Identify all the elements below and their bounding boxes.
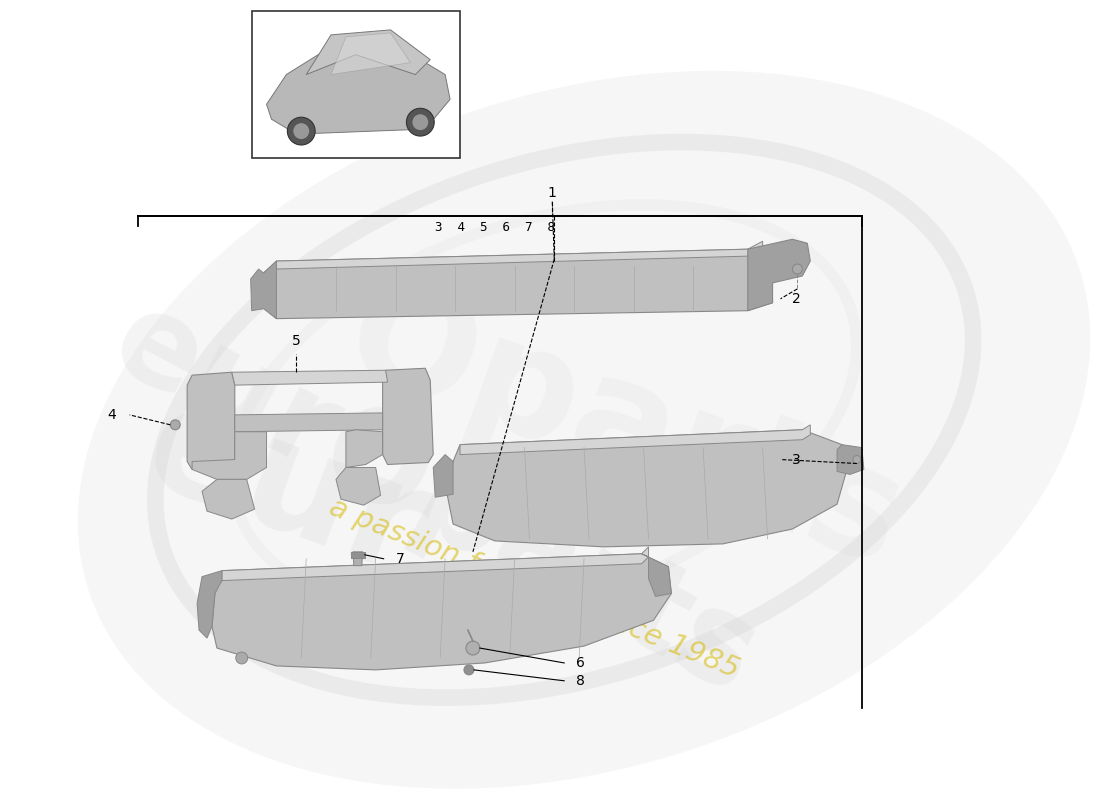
Text: 1: 1 — [548, 186, 557, 199]
Polygon shape — [266, 45, 450, 134]
Text: 4: 4 — [107, 408, 116, 422]
Polygon shape — [232, 370, 387, 385]
Polygon shape — [383, 368, 433, 465]
Polygon shape — [234, 413, 383, 432]
Text: 2: 2 — [792, 292, 801, 306]
Text: eurOparts: eurOparts — [92, 279, 778, 719]
Circle shape — [464, 665, 474, 675]
Polygon shape — [197, 570, 222, 638]
Circle shape — [287, 118, 315, 145]
Polygon shape — [336, 467, 381, 505]
Text: 8: 8 — [576, 674, 585, 688]
Text: 7: 7 — [396, 552, 405, 566]
Polygon shape — [641, 554, 671, 597]
Polygon shape — [748, 239, 811, 310]
Ellipse shape — [78, 71, 1090, 789]
Circle shape — [852, 455, 861, 463]
Text: 5: 5 — [292, 334, 300, 349]
Circle shape — [170, 420, 180, 430]
Polygon shape — [306, 30, 430, 74]
Circle shape — [406, 108, 434, 136]
Text: eur: eur — [125, 370, 447, 609]
Polygon shape — [187, 372, 234, 470]
Polygon shape — [460, 425, 811, 454]
Polygon shape — [276, 242, 762, 269]
Polygon shape — [251, 261, 276, 318]
Polygon shape — [351, 552, 365, 558]
Polygon shape — [331, 33, 410, 74]
Circle shape — [412, 114, 428, 130]
Polygon shape — [345, 430, 383, 467]
Polygon shape — [212, 554, 671, 670]
Text: 6: 6 — [576, 656, 585, 670]
Polygon shape — [837, 445, 864, 474]
Polygon shape — [447, 430, 847, 547]
Text: 3: 3 — [792, 453, 801, 466]
Polygon shape — [192, 432, 266, 479]
Polygon shape — [202, 479, 254, 519]
Polygon shape — [353, 552, 363, 566]
Circle shape — [235, 652, 248, 664]
Text: a passion for parts since 1985: a passion for parts since 1985 — [326, 493, 744, 684]
Polygon shape — [433, 454, 453, 498]
Text: Oparts: Oparts — [324, 260, 923, 599]
Circle shape — [466, 641, 480, 655]
Bar — [252, 11, 460, 158]
Text: 3  4  5  6  7  8: 3 4 5 6 7 8 — [434, 222, 554, 234]
Polygon shape — [222, 547, 649, 581]
Circle shape — [792, 264, 802, 274]
Polygon shape — [264, 249, 772, 318]
Circle shape — [294, 123, 309, 139]
